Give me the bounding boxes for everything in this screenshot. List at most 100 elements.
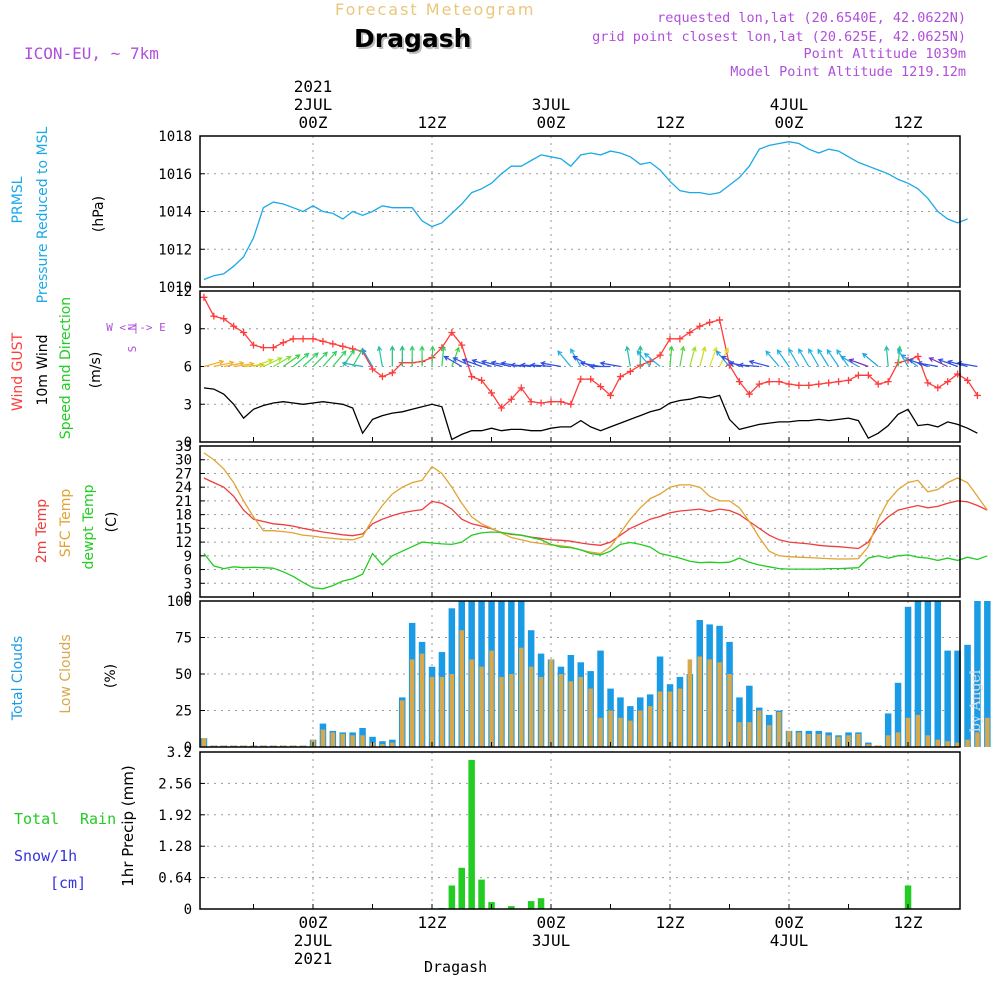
top-time-label: 00Z [537, 113, 566, 132]
wind-vector [808, 348, 820, 367]
gust-marker [210, 312, 218, 320]
bar-low_clouds [975, 732, 980, 747]
panel-clouds [199, 600, 991, 748]
bar-total_clouds [894, 682, 902, 747]
bar-low_clouds [677, 688, 683, 747]
gust-marker [319, 337, 327, 345]
precip-total-label: Total [14, 810, 59, 828]
bar-low_clouds [429, 676, 435, 747]
bar-precip [904, 885, 912, 909]
y-tick-label: 2.56 [158, 776, 192, 792]
gust-marker [646, 357, 654, 365]
bar-low_clouds [885, 735, 891, 747]
wind-vector [429, 345, 436, 367]
wind-vector [292, 352, 310, 367]
bar-low_clouds [836, 736, 841, 747]
bar-low_clouds [618, 717, 623, 747]
bar-low_clouds [707, 659, 712, 747]
wind-vector [826, 348, 840, 367]
gust-marker [745, 390, 753, 398]
wind-vector [848, 358, 869, 368]
gust-marker [835, 378, 843, 386]
gust-marker [805, 381, 813, 389]
bar-low_clouds [201, 738, 207, 747]
wind-vector [748, 359, 770, 368]
bar-low_clouds [737, 722, 742, 747]
bar-low_clouds [528, 666, 534, 747]
bar-total_clouds [974, 601, 981, 747]
bar-low_clouds [717, 662, 722, 747]
bottom-time-label: 12Z [418, 913, 447, 932]
bar-precip [468, 759, 475, 909]
gust-marker [557, 398, 565, 406]
temp-unit: (C) [104, 512, 120, 533]
bar-low_clouds [806, 733, 812, 747]
gust-marker [240, 329, 248, 337]
wind-vector [572, 355, 591, 368]
wind-vector [253, 358, 274, 368]
bar-low_clouds [667, 691, 673, 747]
bottom-time-label: 2021 [294, 949, 333, 968]
y-tick-label: 0.64 [158, 871, 192, 887]
y-tick-label: 9 [184, 549, 192, 565]
wind-vector [798, 348, 810, 367]
gust-marker [587, 375, 595, 383]
wind-vector [452, 357, 472, 368]
bottom-time-label: 4JUL [770, 931, 809, 950]
bar-low_clouds [747, 722, 752, 747]
bar-low_clouds [856, 733, 861, 747]
bar-low_clouds [409, 659, 415, 747]
bar-low_clouds [657, 691, 663, 747]
bar-low_clouds [578, 676, 583, 747]
bar-total_clouds [904, 606, 912, 747]
bar-low_clouds [905, 717, 911, 747]
bar-total_clouds [369, 736, 376, 747]
wind-vector [624, 345, 631, 367]
gust-marker [775, 378, 783, 386]
y-tick-label: 1016 [158, 167, 192, 183]
top-time-label: 00Z [299, 113, 328, 132]
wind-vector [451, 346, 460, 367]
series-line-wind10m [203, 387, 978, 441]
wind-vector [589, 363, 611, 370]
bottom-time-label: 12Z [894, 913, 923, 932]
gust-marker [369, 365, 376, 373]
wind-vector [884, 345, 890, 367]
gust-marker [547, 398, 555, 406]
y-tick-label: 24 [175, 480, 192, 496]
bar-low_clouds [638, 710, 643, 747]
bar-low_clouds [469, 659, 474, 747]
bottom-time-label: 12Z [656, 913, 685, 932]
bar-low_clouds [380, 744, 385, 747]
wind-vector [322, 350, 338, 367]
y-tick-label: 0 [184, 435, 192, 451]
precip-rain-label: Rain [80, 810, 116, 828]
y-tick-label: 1012 [158, 242, 192, 258]
gust-marker [577, 375, 585, 383]
panel-precipitation [199, 751, 961, 910]
wind-vector [419, 345, 425, 367]
gust-marker [329, 340, 337, 348]
bar-total_clouds [954, 650, 961, 747]
bar-precip [448, 885, 456, 909]
wind-vector [946, 359, 968, 368]
bar-low_clouds [558, 674, 564, 747]
y-tick-label: 25 [175, 704, 192, 720]
compass-west-east: W <-|-> E [106, 321, 166, 334]
y-tick-label: 0 [184, 590, 192, 606]
series-line-sfc [203, 452, 988, 560]
bar-low_clouds [955, 742, 960, 747]
bar-low_clouds [846, 735, 851, 747]
gust-marker [497, 404, 505, 412]
top-time-label: 2JUL [294, 95, 333, 114]
gust-marker [378, 373, 386, 381]
wind-vector [817, 348, 830, 367]
wind-vector [471, 358, 492, 368]
gust-marker [815, 380, 823, 388]
bar-low_clouds [697, 656, 702, 747]
bar-low_clouds [826, 735, 831, 747]
gust-marker [259, 344, 267, 352]
gust-marker [388, 369, 396, 377]
wind-vector [861, 352, 879, 367]
wind-vector [389, 345, 396, 367]
